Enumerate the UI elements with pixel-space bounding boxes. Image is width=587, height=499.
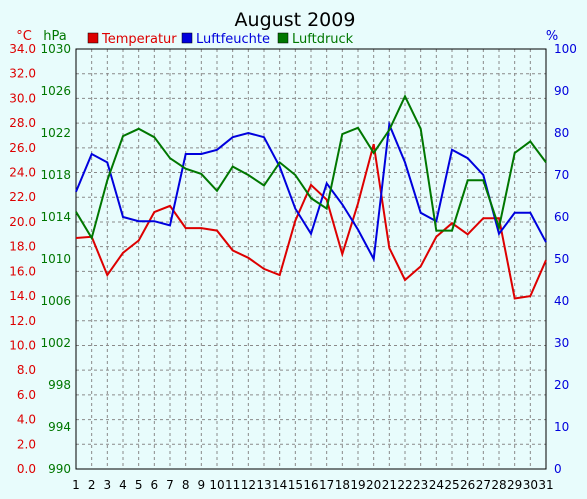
x-tick-label: 22 bbox=[397, 478, 412, 492]
x-tick-label: 15 bbox=[288, 478, 303, 492]
x-tick-label: 27 bbox=[476, 478, 491, 492]
temperature-tick-label: 14.0 bbox=[9, 289, 36, 303]
x-tick-label: 4 bbox=[119, 478, 127, 492]
pressure-tick-label: 990 bbox=[48, 462, 71, 476]
pressure-tick-label: 1022 bbox=[40, 126, 71, 140]
x-tick-label: 19 bbox=[350, 478, 365, 492]
x-tick-label: 25 bbox=[444, 478, 459, 492]
legend-swatch-luftdruck bbox=[277, 32, 289, 44]
pressure-unit-label: hPa bbox=[43, 29, 66, 44]
temperature-tick-label: 16.0 bbox=[9, 264, 36, 278]
x-tick-label: 31 bbox=[538, 478, 553, 492]
series-line-luftfeuchte bbox=[75, 120, 547, 263]
pressure-tick-label: 1018 bbox=[40, 168, 71, 182]
temperature-tick-label: 10.0 bbox=[9, 338, 36, 352]
x-tick-label: 5 bbox=[135, 478, 143, 492]
pressure-tick-label: 1026 bbox=[40, 84, 71, 98]
humidity-tick-label: 60 bbox=[554, 210, 569, 224]
pressure-tick-label: 1010 bbox=[40, 252, 71, 266]
humidity-tick-label: 10 bbox=[554, 420, 569, 434]
temperature-tick-label: 28.0 bbox=[9, 116, 36, 130]
x-tick-label: 18 bbox=[335, 478, 350, 492]
series-lines bbox=[75, 93, 547, 300]
pressure-tick-label: 998 bbox=[48, 378, 71, 392]
x-tick-label: 6 bbox=[151, 478, 159, 492]
x-tick-label: 3 bbox=[104, 478, 112, 492]
temperature-tick-label: 26.0 bbox=[9, 141, 36, 155]
legend-label-luftdruck: Luftdruck bbox=[292, 32, 354, 47]
x-tick-label: 7 bbox=[166, 478, 174, 492]
humidity-tick-label: 90 bbox=[554, 84, 569, 98]
series-line-luftdruck bbox=[75, 93, 547, 241]
temperature-tick-label: 12.0 bbox=[9, 314, 36, 328]
legend-label-luftfeuchte: Luftfeuchte bbox=[196, 32, 270, 47]
pressure-tick-label: 1002 bbox=[40, 336, 71, 350]
temperature-tick-label: 24.0 bbox=[9, 166, 36, 180]
x-tick-label: 30 bbox=[523, 478, 538, 492]
temperature-tick-label: 8.0 bbox=[17, 363, 36, 377]
x-tick-label: 17 bbox=[319, 478, 334, 492]
humidity-tick-label: 20 bbox=[554, 378, 569, 392]
humidity-tick-label: 70 bbox=[554, 168, 569, 182]
x-tick-label: 1 bbox=[72, 478, 80, 492]
x-tick-label: 26 bbox=[460, 478, 475, 492]
pressure-tick-label: 1030 bbox=[40, 42, 71, 56]
humidity-tick-label: 100 bbox=[554, 42, 577, 56]
temperature-tick-label: 34.0 bbox=[9, 42, 36, 56]
x-tick-label: 13 bbox=[256, 478, 271, 492]
x-tick-label: 10 bbox=[209, 478, 224, 492]
humidity-tick-label: 0 bbox=[554, 462, 562, 476]
temperature-tick-label: 6.0 bbox=[17, 388, 36, 402]
x-tick-label: 8 bbox=[182, 478, 190, 492]
temperature-tick-label: 2.0 bbox=[17, 437, 36, 451]
series-line-temperatur bbox=[75, 143, 547, 300]
x-tick-label: 21 bbox=[382, 478, 397, 492]
x-tick-label: 14 bbox=[272, 478, 287, 492]
humidity-tick-label: 40 bbox=[554, 294, 569, 308]
axes: 1 2 3 4 5 6 7 8 9 10 11 12 13 14 15 16 17 18 19 20 21 22 23 24 2… bbox=[9, 42, 577, 492]
legend-label-temperatur: Temperatur bbox=[101, 32, 177, 47]
legend: Temperatur Luftfeuchte Luftdruck bbox=[87, 32, 354, 47]
legend-swatch-temperatur bbox=[87, 32, 99, 44]
x-tick-label: 16 bbox=[303, 478, 318, 492]
temperature-tick-label: 4.0 bbox=[17, 413, 36, 427]
x-tick-label: 23 bbox=[413, 478, 428, 492]
x-tick-label: 11 bbox=[225, 478, 240, 492]
temperature-tick-label: 18.0 bbox=[9, 240, 36, 254]
legend-swatch-luftfeuchte bbox=[181, 32, 193, 44]
x-tick-label: 20 bbox=[366, 478, 381, 492]
x-tick-label: 24 bbox=[429, 478, 444, 492]
humidity-tick-label: 50 bbox=[554, 252, 569, 266]
temperature-tick-label: 30.0 bbox=[9, 91, 36, 105]
temperature-tick-label: 22.0 bbox=[9, 190, 36, 204]
pressure-tick-label: 1006 bbox=[40, 294, 71, 308]
pressure-tick-label: 994 bbox=[48, 420, 71, 434]
pressure-tick-label: 1014 bbox=[40, 210, 71, 224]
humidity-tick-label: 30 bbox=[554, 336, 569, 350]
humidity-tick-label: 80 bbox=[554, 126, 569, 140]
x-tick-label: 9 bbox=[198, 478, 206, 492]
temperature-tick-label: 20.0 bbox=[9, 215, 36, 229]
chart-title: August 2009 bbox=[235, 9, 356, 31]
x-tick-label: 2 bbox=[88, 478, 96, 492]
x-tick-label: 12 bbox=[241, 478, 256, 492]
humidity-unit-label: % bbox=[546, 29, 558, 44]
plot-border bbox=[75, 48, 547, 470]
temperature-tick-label: 0.0 bbox=[17, 462, 36, 476]
temperature-tick-label: 32.0 bbox=[9, 67, 36, 81]
x-tick-label: 28 bbox=[491, 478, 506, 492]
temperature-unit-label: °C bbox=[16, 29, 32, 44]
x-tick-label: 29 bbox=[507, 478, 522, 492]
